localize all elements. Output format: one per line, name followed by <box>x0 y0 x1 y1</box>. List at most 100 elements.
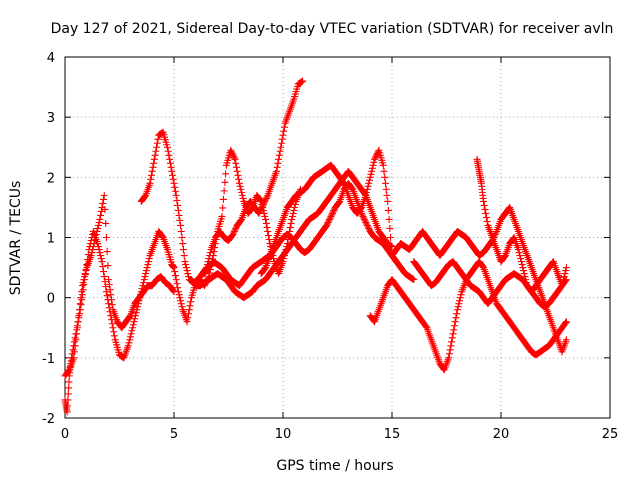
x-tick-labels: 0 5 10 15 20 25 <box>61 427 618 442</box>
data-point <box>177 221 185 229</box>
data-point <box>385 215 393 223</box>
data-point <box>108 296 116 304</box>
data-point <box>260 209 268 217</box>
x-tick-label: 5 <box>170 427 178 442</box>
data-point <box>183 318 191 326</box>
data-point <box>73 324 81 332</box>
data-point <box>124 342 132 350</box>
data-point <box>520 267 528 275</box>
data-point <box>286 223 294 231</box>
data-point <box>72 336 80 344</box>
data-point <box>259 206 267 214</box>
data-point <box>166 159 174 167</box>
data-point <box>129 324 137 332</box>
data-point <box>229 151 237 159</box>
data-point <box>278 139 286 147</box>
data-point <box>107 291 115 299</box>
data-point <box>143 264 151 272</box>
data-point <box>447 342 455 350</box>
data-point <box>140 276 148 284</box>
data-point <box>151 151 159 159</box>
data-point <box>367 170 375 178</box>
data-point <box>483 217 491 225</box>
data-point <box>561 270 569 278</box>
data-point <box>371 155 379 163</box>
data-point <box>236 182 244 190</box>
data-point <box>170 264 178 272</box>
data-point <box>88 249 96 257</box>
data-point <box>370 158 378 166</box>
data-point <box>109 324 117 332</box>
data-point <box>220 187 228 195</box>
data-point <box>94 224 102 232</box>
data-point <box>262 194 270 202</box>
data-point <box>101 205 109 213</box>
data-point <box>562 276 570 284</box>
data-point <box>87 252 95 260</box>
data-point <box>410 276 418 284</box>
data-point <box>422 323 430 331</box>
series-track-2 <box>61 191 178 380</box>
data-point <box>288 215 296 223</box>
data-point <box>381 179 389 187</box>
data-point <box>515 249 523 257</box>
data-point <box>278 135 286 143</box>
data-point <box>73 330 81 338</box>
data-point <box>230 227 238 235</box>
series-track-11 <box>410 258 570 311</box>
data-point <box>178 234 186 241</box>
data-point <box>70 354 78 362</box>
data-point <box>144 261 152 269</box>
y-tick-label: 0 <box>47 292 55 307</box>
data-point <box>339 178 347 186</box>
data-point <box>446 346 454 354</box>
data-point <box>96 215 104 223</box>
data-point <box>229 230 237 238</box>
y-tick-label: 2 <box>47 171 55 186</box>
data-point <box>63 408 71 416</box>
data-point <box>453 310 461 318</box>
data-point <box>256 196 264 204</box>
data-point <box>380 167 388 175</box>
data-point <box>453 306 461 314</box>
data-point <box>126 336 134 344</box>
data-point <box>299 77 307 85</box>
data-point <box>70 348 78 356</box>
data-point <box>358 211 366 219</box>
data-point <box>379 161 387 169</box>
data-point <box>372 152 380 160</box>
data-point <box>452 314 460 322</box>
data-point <box>102 288 110 296</box>
data-point <box>149 163 157 171</box>
data-point <box>228 149 236 157</box>
data-point <box>365 224 373 232</box>
data-point <box>454 303 462 311</box>
data-point <box>181 258 189 266</box>
data-point <box>261 212 269 220</box>
data-point <box>80 276 88 284</box>
data-point <box>263 223 271 231</box>
data-point <box>146 179 154 187</box>
data-point <box>368 167 376 175</box>
data-point <box>364 182 372 190</box>
data-point <box>76 306 84 314</box>
data-point <box>145 258 153 266</box>
x-tick-label: 25 <box>602 427 619 442</box>
data-point <box>455 300 463 308</box>
data-point <box>381 173 389 181</box>
data-point <box>491 230 499 238</box>
data-point <box>89 246 97 254</box>
data-point <box>110 328 118 336</box>
data-point <box>158 232 166 240</box>
data-point <box>234 171 242 179</box>
data-point <box>231 226 239 234</box>
data-point <box>100 191 108 199</box>
data-point <box>326 214 334 222</box>
data-point <box>92 230 100 238</box>
data-point <box>108 301 116 309</box>
data-point <box>227 148 235 156</box>
data-point <box>150 159 158 167</box>
chart-title: Day 127 of 2021, Sidereal Day-to-day VTE… <box>51 21 614 37</box>
data-point <box>64 396 72 404</box>
data-point <box>480 197 488 205</box>
